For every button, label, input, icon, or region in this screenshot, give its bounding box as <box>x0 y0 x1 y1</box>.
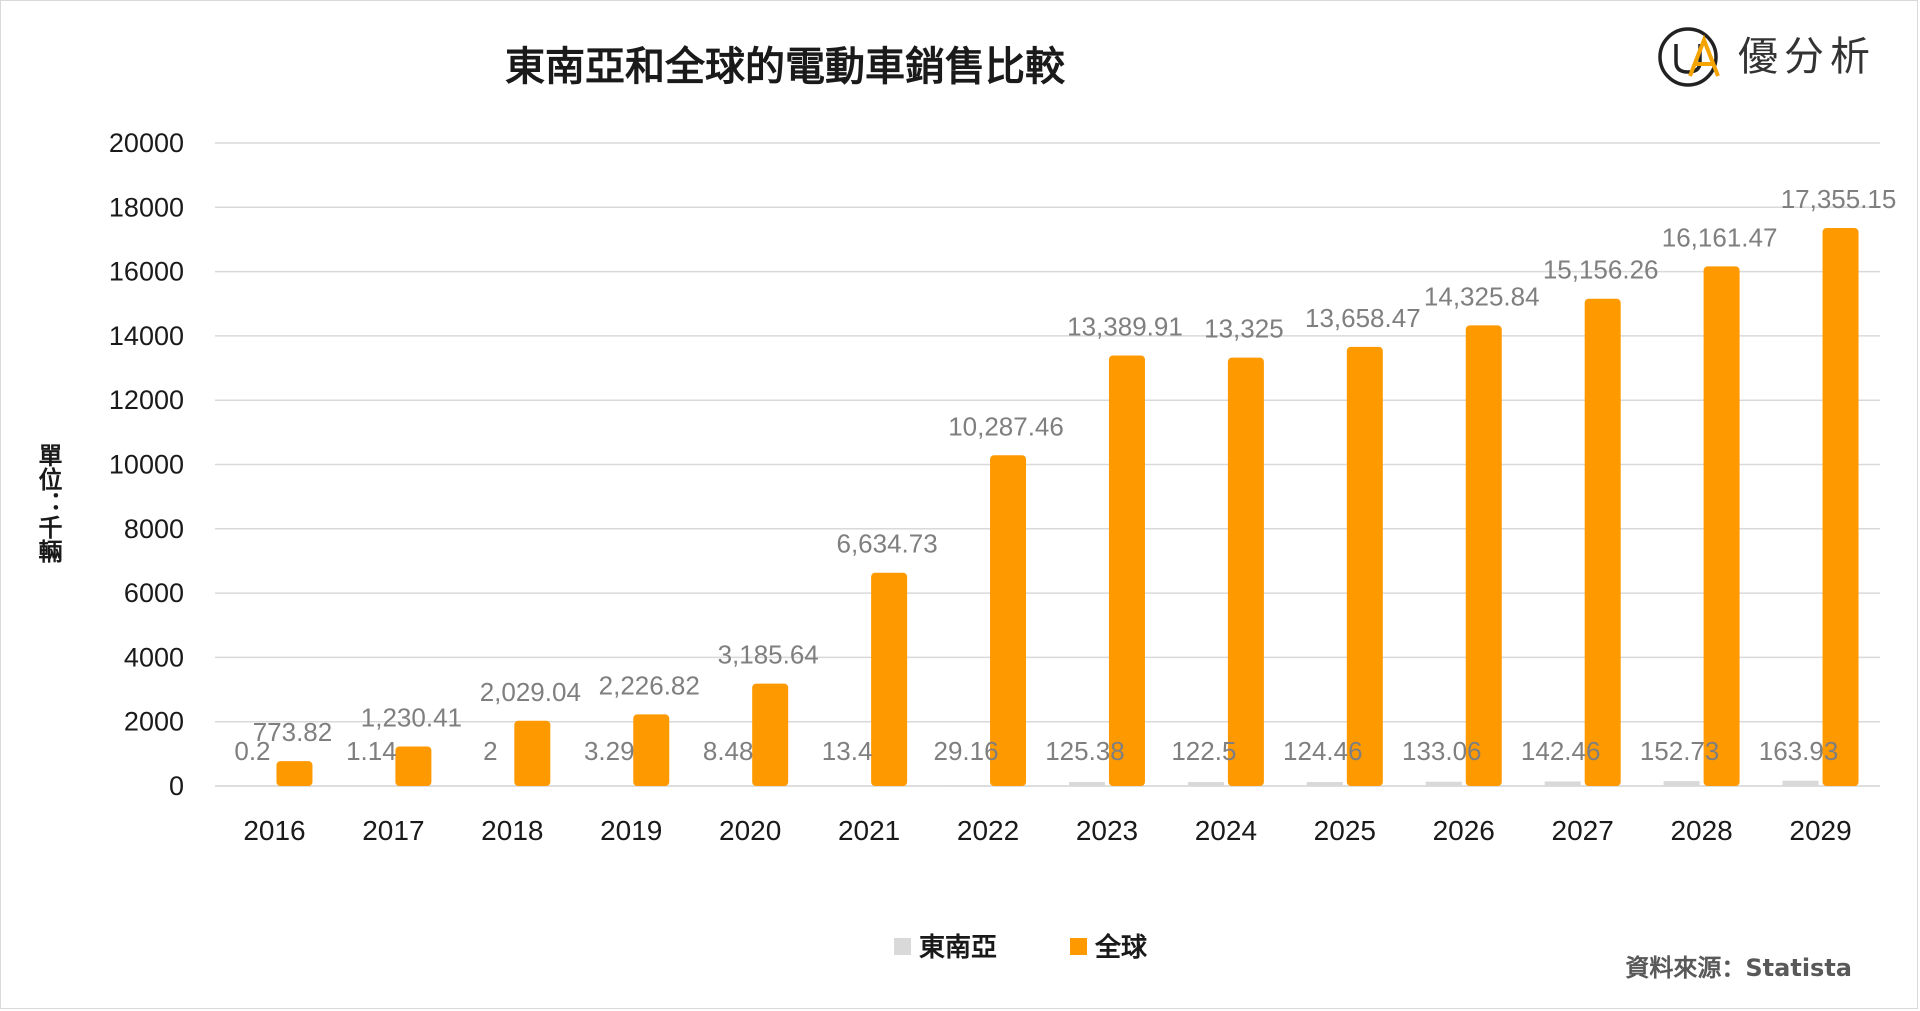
logo-text: 優分析 <box>1738 34 1876 80</box>
source-note: 資料來源：Statista <box>1625 954 1852 982</box>
bar-sea <box>1544 781 1581 786</box>
data-label-global: 6,634.73 <box>836 529 937 559</box>
data-label-global: 15,156.26 <box>1543 255 1659 285</box>
data-label-global: 17,355.15 <box>1781 184 1897 214</box>
bar-global <box>1227 357 1264 786</box>
x-tick-label: 2029 <box>1789 815 1851 846</box>
data-label-sea: 163.93 <box>1759 736 1839 766</box>
x-tick-label: 2027 <box>1552 815 1614 846</box>
data-label-sea: 152.73 <box>1640 736 1720 766</box>
bar-global <box>514 720 551 786</box>
y-tick-label: 8000 <box>124 514 184 544</box>
data-label-sea: 133.06 <box>1402 736 1482 766</box>
bar-sea <box>1782 780 1819 786</box>
bar-global <box>1108 355 1145 786</box>
x-axis-ticks: 2016 2017 2018 2019 2020 2021 2022 2023 2024 2025… <box>243 815 1851 846</box>
y-tick-label: 14000 <box>109 321 184 351</box>
legend-swatch-sea <box>894 938 911 955</box>
y-axis-ticks: 0 2000 4000 6000 8000 10000 12000 14000 16000 180… <box>109 128 184 801</box>
data-label-sea: 8.48 <box>703 736 754 766</box>
gridlines <box>215 142 1880 787</box>
x-tick-label: 2022 <box>957 815 1019 846</box>
data-label-sea: 13.4 <box>822 736 873 766</box>
data-label-global: 1,230.41 <box>361 702 462 732</box>
y-tick-label: 4000 <box>124 642 184 672</box>
legend-label-sea: 東南亞 <box>919 933 997 963</box>
bars <box>236 228 1859 786</box>
x-tick-label: 2023 <box>1076 815 1138 846</box>
chart-title: 東南亞和全球的電動車銷售比較 <box>505 44 1066 90</box>
data-label-sea: 124.46 <box>1283 736 1363 766</box>
ua-logo-icon <box>1658 27 1720 87</box>
x-tick-label: 2020 <box>719 815 781 846</box>
x-tick-label: 2028 <box>1670 815 1732 846</box>
data-label-global: 14,325.84 <box>1424 281 1540 311</box>
data-label-sea: 142.46 <box>1521 736 1601 766</box>
y-tick-label: 20000 <box>109 128 184 158</box>
y-tick-label: 16000 <box>109 257 184 287</box>
data-label-sea: 3.29 <box>584 736 635 766</box>
x-tick-label: 2019 <box>600 815 662 846</box>
legend-label-global: 全球 <box>1094 932 1148 963</box>
bar-sea <box>1425 781 1462 786</box>
bar-sea <box>1663 781 1700 786</box>
x-tick-label: 2016 <box>243 815 305 846</box>
bar-sea <box>1068 781 1105 786</box>
data-label-sea: 122.5 <box>1171 736 1236 766</box>
x-tick-label: 2026 <box>1433 815 1495 846</box>
bar-sea <box>1187 782 1224 786</box>
data-label-sea: 1.14 <box>346 736 397 766</box>
data-label-global: 2,029.04 <box>480 677 581 707</box>
y-tick-label: 10000 <box>109 450 184 480</box>
bar-global <box>633 714 670 786</box>
data-label-sea: 2 <box>483 736 497 766</box>
bar-global <box>395 746 432 786</box>
logo: 優分析 <box>1658 27 1876 87</box>
bar-sea <box>950 785 987 786</box>
data-label-global: 2,226.82 <box>599 670 700 700</box>
bar-global <box>990 455 1027 786</box>
legend: 東南亞 全球 <box>894 932 1148 963</box>
bar-global <box>276 761 313 786</box>
data-label-sea: 29.16 <box>933 736 998 766</box>
data-label-global: 773.82 <box>253 717 333 747</box>
x-tick-label: 2025 <box>1314 815 1376 846</box>
y-tick-label: 0 <box>169 771 184 801</box>
data-label-global: 13,658.47 <box>1305 303 1421 333</box>
bar-global <box>1346 346 1383 786</box>
bar-sea <box>1306 781 1343 786</box>
x-tick-label: 2018 <box>481 815 543 846</box>
data-label-global: 3,185.64 <box>718 640 819 670</box>
bar-global <box>752 683 789 786</box>
data-label-global: 10,287.46 <box>948 411 1064 441</box>
y-axis-label: 單位：千輛 <box>34 443 62 563</box>
bar-global <box>871 572 908 786</box>
bar-global <box>1822 228 1859 786</box>
y-tick-label: 2000 <box>124 707 184 737</box>
x-tick-label: 2024 <box>1195 815 1257 846</box>
data-label-global: 16,161.47 <box>1662 222 1778 252</box>
x-tick-label: 2021 <box>838 815 900 846</box>
data-label-global: 13,389.91 <box>1067 312 1183 342</box>
y-tick-label: 6000 <box>124 578 184 608</box>
data-label-sea: 0.2 <box>234 736 270 766</box>
x-tick-label: 2017 <box>362 815 424 846</box>
bar-global <box>1703 266 1740 786</box>
bar-global <box>1465 325 1502 786</box>
bar-global <box>1584 298 1621 786</box>
data-label-global: 13,325 <box>1204 314 1284 344</box>
y-tick-label: 12000 <box>109 385 184 415</box>
legend-swatch-global <box>1070 938 1087 955</box>
data-label-sea: 125.38 <box>1045 736 1125 766</box>
y-tick-label: 18000 <box>109 192 184 222</box>
